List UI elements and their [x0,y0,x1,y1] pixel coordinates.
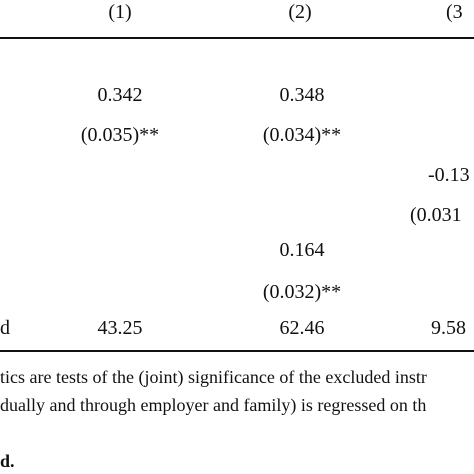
cell: 9.58 [431,317,466,339]
column-header: (2) [288,1,312,23]
cell: (0.034)** [262,124,342,146]
cell: 0.164 [279,239,325,261]
note: tics are tests of the (joint) significan… [0,367,427,387]
note: dually and through employer and family) … [0,395,427,415]
bottom-rule [0,350,474,352]
cell: -0.13 [428,164,470,186]
cell: (0.035)** [80,124,160,146]
cell: 0.342 [97,84,143,106]
cell: (0.032)** [262,281,342,303]
cell: 62.46 [279,317,325,339]
cell: (0.031 [410,204,462,226]
column-header: (3 [446,1,463,23]
cell: 0.348 [279,84,325,106]
cell: 43.25 [97,317,143,339]
column-header: (1) [108,1,132,23]
row-label: d [0,317,10,339]
top-rule [0,37,474,39]
note: d. [0,451,15,471]
